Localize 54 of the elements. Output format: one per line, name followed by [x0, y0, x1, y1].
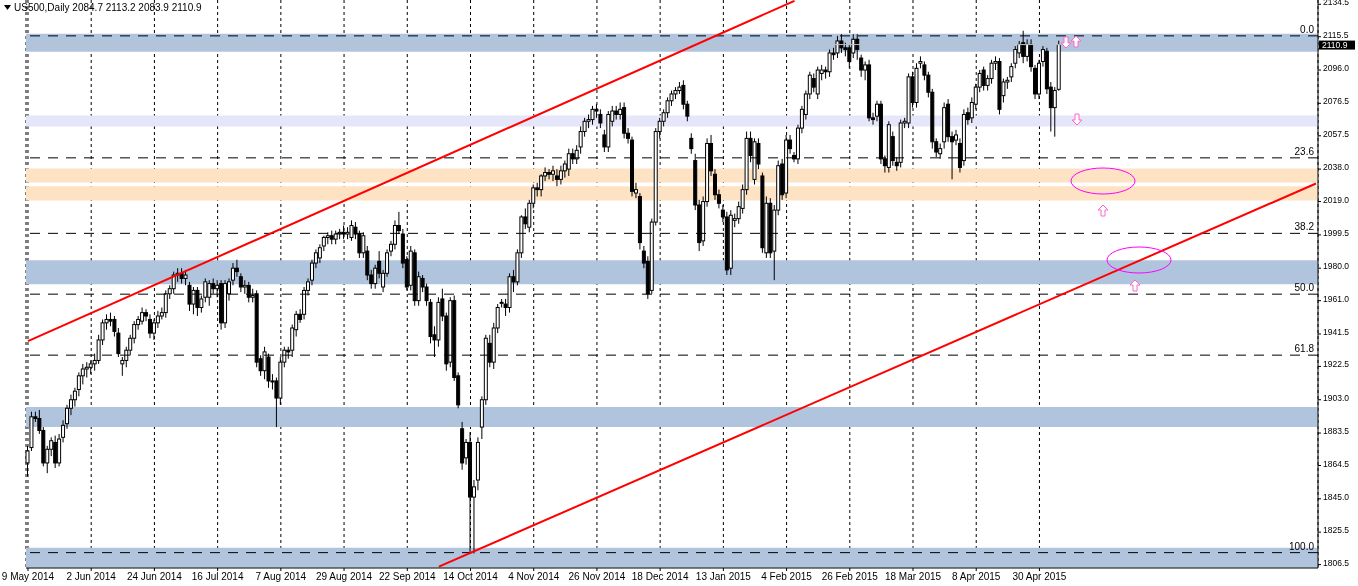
x-tick-label: 22 Sep 2014: [378, 571, 437, 583]
ref-line-label: 2110.9: [1322, 40, 1348, 51]
y-tick-label: 1941.5: [1323, 326, 1350, 337]
candlestick: [558, 165, 563, 185]
candlestick: [147, 313, 152, 339]
candlestick: [981, 66, 986, 92]
x-tick-label: 18 Dec 2014: [631, 571, 689, 583]
annotation: 23.6: [1294, 145, 1315, 157]
y-tick-label: 2076.5: [1323, 96, 1350, 107]
candlestick: [550, 165, 555, 182]
candlestick: [53, 435, 58, 469]
y-tick-label: 2115.5: [1323, 29, 1349, 40]
chart-title: US500,Daily 2084.7 2113.2 2083.9 2110.9: [14, 2, 202, 13]
y-tick-label: 2134.5: [1323, 0, 1350, 8]
x-tick-label: 9 May 2014: [1, 571, 55, 583]
annotation: 38.2: [1294, 221, 1315, 233]
x-tick-label: 30 Apr 2015: [1012, 571, 1067, 583]
y-tick-label: 1825.5: [1323, 525, 1350, 536]
x-tick-label: 18 Mar 2015: [884, 571, 942, 583]
x-tick-label: 14 Oct 2014: [443, 571, 499, 583]
y-tick-label: 1980.0: [1323, 261, 1350, 272]
candlestick: [811, 72, 816, 93]
x-tick-label: 8 Apr 2015: [952, 571, 1001, 583]
y-tick-label: 1845.0: [1323, 491, 1350, 502]
x-tick-label: 2 Jun 2014: [66, 571, 117, 583]
x-tick-label: 26 Nov 2014: [568, 571, 626, 583]
y-tick-label: 2057.5: [1323, 128, 1350, 139]
y-tick-label: 1922.5: [1323, 359, 1350, 370]
y-tick-label: 1883.5: [1323, 426, 1350, 437]
annotation: 61.8: [1294, 343, 1315, 355]
y-tick-label: 1806.5: [1323, 557, 1350, 568]
annotation: 0.0: [1300, 23, 1315, 35]
y-tick-label: 2096.0: [1323, 63, 1350, 74]
x-tick-label: 13 Jan 2015: [695, 571, 752, 583]
x-tick-label: 29 Aug 2014: [315, 571, 373, 583]
x-tick-label: 16 Jul 2014: [191, 571, 244, 583]
x-tick-label: 24 Jun 2014: [126, 571, 183, 583]
y-tick-label: 1864.5: [1323, 458, 1350, 469]
y-tick-label: 1903.0: [1323, 392, 1350, 403]
x-tick-label: 7 Aug 2014: [255, 571, 307, 583]
annotation: 100.0: [1288, 540, 1315, 552]
x-tick-label: 4 Nov 2014: [508, 571, 560, 583]
candlestick: [547, 168, 552, 180]
y-tick-label: 2019.0: [1323, 194, 1350, 205]
candlestick: [140, 306, 145, 326]
y-tick-label: 2038.0: [1323, 162, 1350, 173]
annotation: 50.0: [1294, 282, 1315, 294]
x-tick-label: 4 Feb 2015: [761, 571, 813, 583]
y-tick-label: 1999.5: [1323, 227, 1350, 238]
x-tick-label: 26 Feb 2015: [821, 571, 879, 583]
candlestick: [689, 132, 694, 155]
candlestick: [815, 66, 820, 100]
candlestick: [554, 168, 559, 187]
y-tick-label: 1961.0: [1323, 293, 1350, 304]
